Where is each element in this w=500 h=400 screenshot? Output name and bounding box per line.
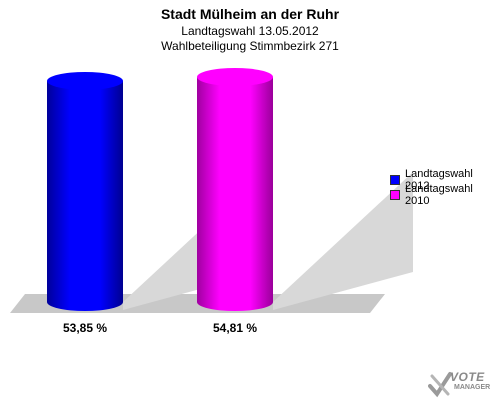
chart-legend: Landtagswahl 2012 Landtagswahl 2010 — [390, 168, 500, 207]
bar-top-1 — [197, 68, 273, 86]
votemanager-logo: VOTE MANAGER — [428, 368, 500, 400]
bar-body-1 — [197, 77, 273, 311]
bar-value-label-1: 54,81 % — [213, 321, 257, 335]
logo-text: VOTE — [450, 370, 485, 384]
chart-subtitle-district: Wahlbeteiligung Stimmbezirk 271 — [161, 39, 339, 53]
bar-value-label-0: 53,85 % — [63, 321, 107, 335]
legend-item-2012: Landtagswahl 2012 — [390, 168, 500, 192]
bar-0 — [47, 71, 123, 311]
chart-title: Stadt Mülheim an der Ruhr — [160, 6, 340, 22]
bar-1 — [197, 68, 273, 311]
legend-label-2010: Landtagswahl 2010 — [404, 182, 473, 207]
legend-swatch-2010 — [390, 189, 400, 200]
chart-subtitle-election: Landtagswahl 13.05.2012 — [181, 24, 319, 38]
vote-check-icon — [428, 372, 452, 398]
legend-item-2010: Landtagswahl 2010 — [390, 183, 500, 207]
logo-subtext: MANAGER — [454, 384, 491, 391]
bar-body-0 — [47, 80, 123, 311]
legend-label-2012: Landtagswahl 2012 — [404, 167, 473, 192]
bar-top-0 — [47, 71, 123, 90]
bar-shadow-1 — [273, 172, 413, 310]
legend-swatch-2012 — [390, 174, 400, 185]
